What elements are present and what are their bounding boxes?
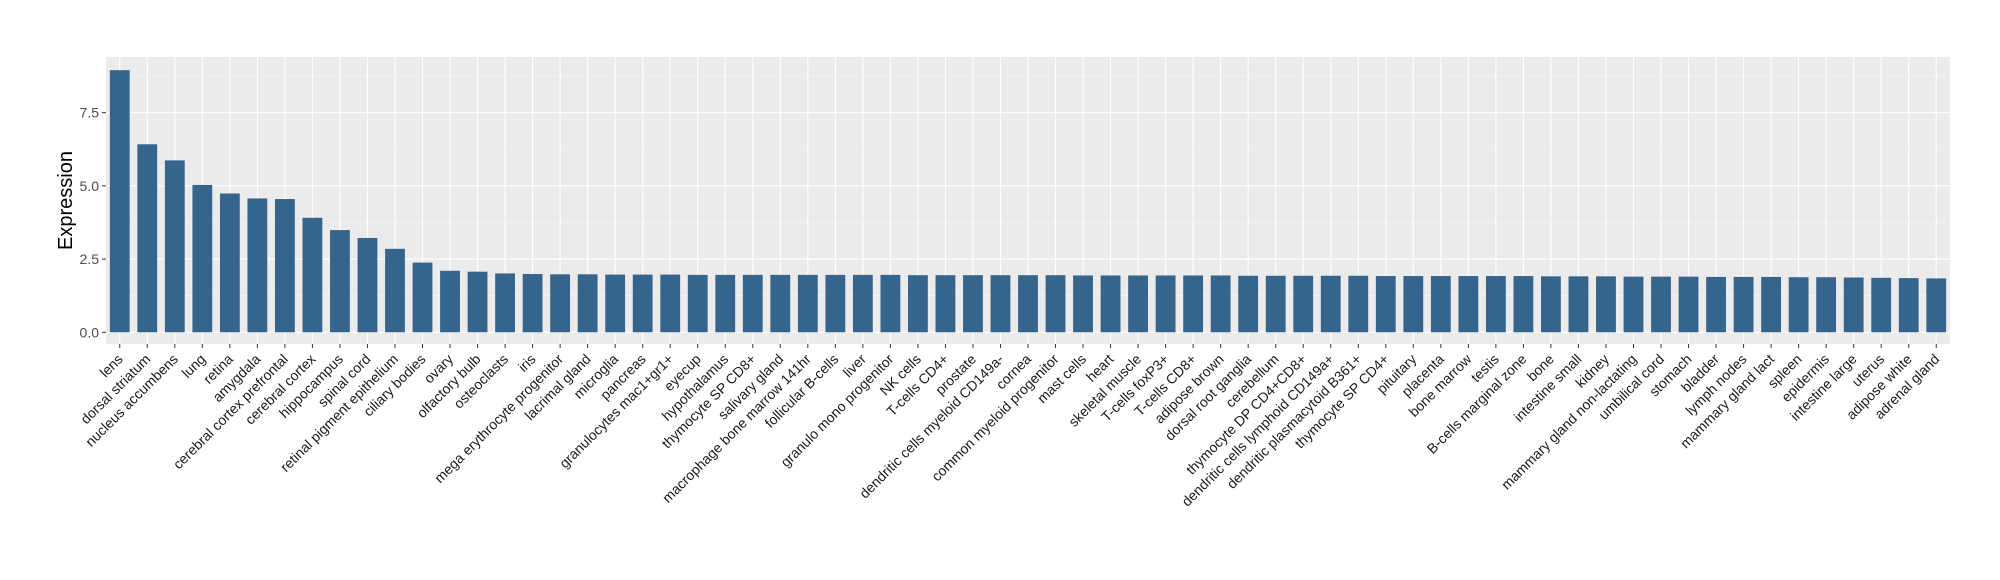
bar (302, 217, 323, 333)
bar (330, 230, 350, 333)
bar (908, 275, 928, 333)
bar (660, 274, 681, 333)
bar (137, 144, 158, 333)
bar (605, 274, 626, 333)
bar (687, 274, 708, 333)
bar (1128, 275, 1148, 333)
bar (274, 199, 295, 333)
bar (1210, 275, 1231, 333)
bar (715, 274, 736, 333)
bar (219, 193, 240, 333)
bar (1155, 275, 1176, 333)
bar (1926, 278, 1947, 333)
bar (385, 248, 405, 333)
bar (1430, 276, 1451, 333)
bar (577, 274, 598, 333)
bar (1843, 277, 1864, 333)
y-tick-label: 0.0 (80, 324, 100, 340)
bar (1596, 276, 1616, 333)
bar (1293, 275, 1314, 333)
bar (467, 271, 488, 333)
bar (109, 70, 130, 333)
bar (1320, 275, 1341, 333)
bar (935, 275, 956, 333)
bar (1651, 276, 1671, 333)
bar (1761, 276, 1782, 333)
bar (550, 274, 571, 333)
bar (1018, 275, 1038, 333)
bar (1513, 276, 1534, 333)
bar (770, 274, 791, 333)
bar (1183, 275, 1204, 333)
bar (1678, 276, 1699, 333)
bar (1348, 275, 1369, 333)
y-tick-label: 7.5 (80, 105, 100, 121)
bar (1568, 276, 1589, 333)
bar (164, 160, 185, 333)
bar (1485, 276, 1506, 333)
bar (522, 274, 543, 333)
bar (1375, 276, 1396, 333)
bar (1265, 275, 1286, 333)
bar (852, 274, 873, 333)
bar (1788, 277, 1809, 333)
bar (1458, 276, 1479, 333)
bar (1816, 277, 1837, 333)
bar (990, 275, 1011, 333)
bar (1541, 276, 1561, 333)
bar (1403, 276, 1424, 333)
bar (1073, 275, 1093, 333)
bars (109, 70, 1947, 333)
bar (192, 184, 213, 333)
bar (440, 270, 460, 333)
bar (742, 274, 763, 333)
y-axis-title: Expression (55, 151, 77, 250)
bar (1238, 275, 1259, 333)
bar (632, 274, 653, 333)
bar (495, 273, 515, 333)
bar (1733, 276, 1754, 333)
y-axis: 0.0 2.5 5.0 7.5 (80, 105, 106, 340)
bar (247, 198, 268, 333)
bar (1623, 276, 1644, 333)
bar (357, 237, 378, 333)
bar (963, 275, 983, 333)
bar (1706, 276, 1726, 333)
bar (1100, 275, 1121, 333)
bar (880, 274, 901, 333)
bar (1898, 278, 1919, 333)
bar (1045, 275, 1066, 333)
bar (825, 274, 846, 333)
y-tick-label: 5.0 (80, 178, 100, 194)
bar (412, 262, 433, 333)
bar (797, 274, 818, 333)
y-tick-label: 2.5 (80, 251, 100, 267)
bar (1871, 277, 1892, 333)
